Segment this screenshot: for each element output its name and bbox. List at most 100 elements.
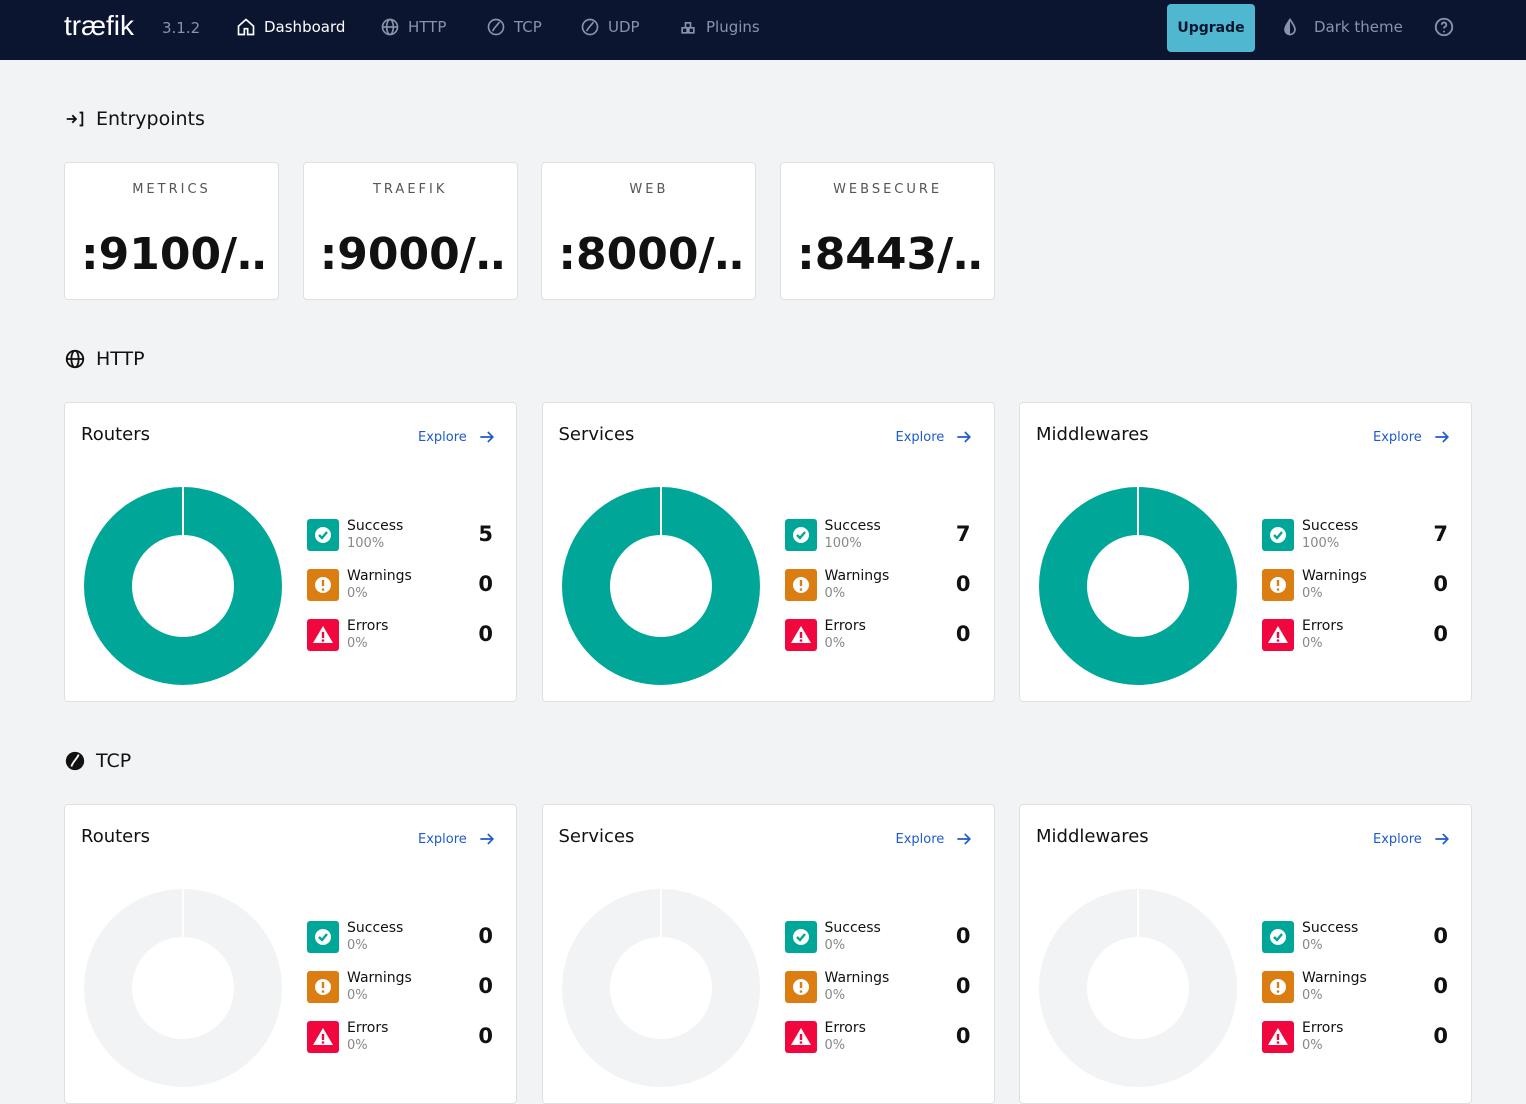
nav-link[interactable]: Plugins xyxy=(678,17,760,37)
nav-icon xyxy=(381,18,399,36)
status-count: 0 xyxy=(955,924,971,948)
stat-card: Routers Explore Success 0% 0 Warnings 0% 0 Error… xyxy=(64,804,517,1104)
status-count: 0 xyxy=(478,572,493,596)
nav-link[interactable]: UDP xyxy=(580,17,640,37)
status-percent: 0% xyxy=(1302,586,1323,601)
card-title: Services xyxy=(558,424,635,445)
status-icon xyxy=(1262,921,1294,953)
legend-row: Errors 0% 0 xyxy=(784,618,971,653)
upgrade-button[interactable]: Upgrade xyxy=(1167,4,1255,52)
explore-link[interactable]: Explore xyxy=(418,829,497,849)
explore-link[interactable]: Explore xyxy=(896,427,975,447)
version: 3.1.2 xyxy=(162,19,201,37)
status-icon xyxy=(784,569,817,601)
explore-label: Explore xyxy=(1373,429,1422,445)
section-icon xyxy=(65,349,85,369)
legend-row: Success 100% 7 xyxy=(784,518,971,553)
status-percent: 100% xyxy=(347,536,385,551)
navbar: træfik 3.1.2 Dashboard HTTP TCP UDP Plugins Upg… xyxy=(0,0,1526,60)
nav-icon xyxy=(581,18,599,36)
stat-card: Services Explore Success 100% 7 Warnings 0% 0 Er… xyxy=(541,402,995,702)
heading-text: TCP xyxy=(96,750,132,772)
stat-card: Middlewares Explore Success 100% 7 Warnings 0%… xyxy=(1019,402,1472,702)
status-icon xyxy=(307,971,339,1003)
status-count: 0 xyxy=(955,572,971,596)
status-glyph xyxy=(1270,929,1286,945)
status-count: 0 xyxy=(478,924,493,948)
status-glyph xyxy=(313,626,333,643)
nav-link[interactable]: Dashboard xyxy=(236,17,345,37)
legend-row: Warnings 0% 0 xyxy=(1262,970,1448,1005)
status-count: 0 xyxy=(955,1024,971,1048)
status-icon xyxy=(1262,971,1294,1003)
status-glyph xyxy=(315,577,331,593)
status-icon xyxy=(784,519,817,551)
status-count: 7 xyxy=(955,522,971,546)
explore-label: Explore xyxy=(895,831,945,847)
status-glyph xyxy=(313,1028,333,1045)
section-heading: HTTP xyxy=(64,348,145,370)
status-label: Errors xyxy=(824,1020,866,1036)
nav-label: UDP xyxy=(608,18,640,36)
explore-link[interactable]: Explore xyxy=(896,829,975,849)
nav-link[interactable]: TCP xyxy=(486,17,542,37)
entrypoint-name: WEB xyxy=(629,182,669,197)
status-count: 0 xyxy=(478,1024,493,1048)
legend-row: Success 100% 5 xyxy=(307,518,493,553)
legend-row: Errors 0% 0 xyxy=(307,618,493,653)
legend-row: Warnings 0% 0 xyxy=(1262,568,1448,603)
theme-toggle[interactable]: Dark theme xyxy=(1280,17,1403,37)
donut-chart xyxy=(561,487,760,685)
status-percent: 100% xyxy=(824,536,862,551)
help-button[interactable] xyxy=(1433,16,1455,42)
nav-label: TCP xyxy=(514,18,542,36)
status-label: Warnings xyxy=(347,568,412,584)
explore-label: Explore xyxy=(418,831,467,847)
status-percent: 0% xyxy=(1302,636,1323,651)
legend-row: Success 0% 0 xyxy=(1262,920,1448,955)
arrow-icon xyxy=(957,431,972,443)
status-icon xyxy=(307,921,339,953)
legend-row: Warnings 0% 0 xyxy=(784,970,971,1005)
status-count: 0 xyxy=(955,622,971,646)
entrypoint-card: WEBSECURE:8443/… xyxy=(780,162,996,300)
status-icon xyxy=(1262,1021,1294,1053)
status-glyph xyxy=(1268,1028,1288,1045)
entrypoint-name: TRAEFIK xyxy=(372,182,448,197)
status-icon xyxy=(784,971,817,1003)
explore-link[interactable]: Explore xyxy=(1373,427,1452,447)
donut-chart xyxy=(1039,487,1237,685)
legend-row: Errors 0% 0 xyxy=(1262,618,1448,653)
status-count: 0 xyxy=(1433,924,1448,948)
status-percent: 0% xyxy=(347,938,368,953)
status-glyph xyxy=(790,626,811,643)
donut-chart xyxy=(84,889,282,1087)
explore-link[interactable]: Explore xyxy=(1373,829,1452,849)
nav-label: Dashboard xyxy=(264,18,346,36)
explore-link[interactable]: Explore xyxy=(418,427,497,447)
status-percent: 0% xyxy=(1302,938,1323,953)
status-label: Warnings xyxy=(1302,970,1367,986)
stat-card: Routers Explore Success 100% 5 Warnings 0% 0 Err… xyxy=(64,402,517,702)
entrypoint-address: :9100/… xyxy=(81,229,266,280)
legend-row: Success 0% 0 xyxy=(307,920,493,955)
entrypoint-card: WEB:8000/… xyxy=(541,162,757,300)
entrypoint-name: WEBSECURE xyxy=(833,182,943,197)
nav-link[interactable]: HTTP xyxy=(380,17,446,37)
status-label: Success xyxy=(347,518,404,534)
card-title: Middlewares xyxy=(1036,424,1149,445)
status-label: Success xyxy=(824,518,881,534)
arrow-icon xyxy=(957,833,972,845)
legend-row: Errors 0% 0 xyxy=(307,1020,493,1055)
stat-card: Middlewares Explore Success 0% 0 Warnings 0% 0 E… xyxy=(1019,804,1472,1104)
nav-icon xyxy=(237,18,255,36)
status-glyph xyxy=(315,929,331,945)
arrow-icon xyxy=(480,833,494,845)
status-count: 0 xyxy=(955,974,971,998)
status-icon xyxy=(784,619,817,651)
status-percent: 100% xyxy=(1302,536,1340,551)
logo: træfik xyxy=(64,10,134,41)
legend-row: Success 100% 7 xyxy=(1262,518,1448,553)
section-icon xyxy=(65,751,85,771)
